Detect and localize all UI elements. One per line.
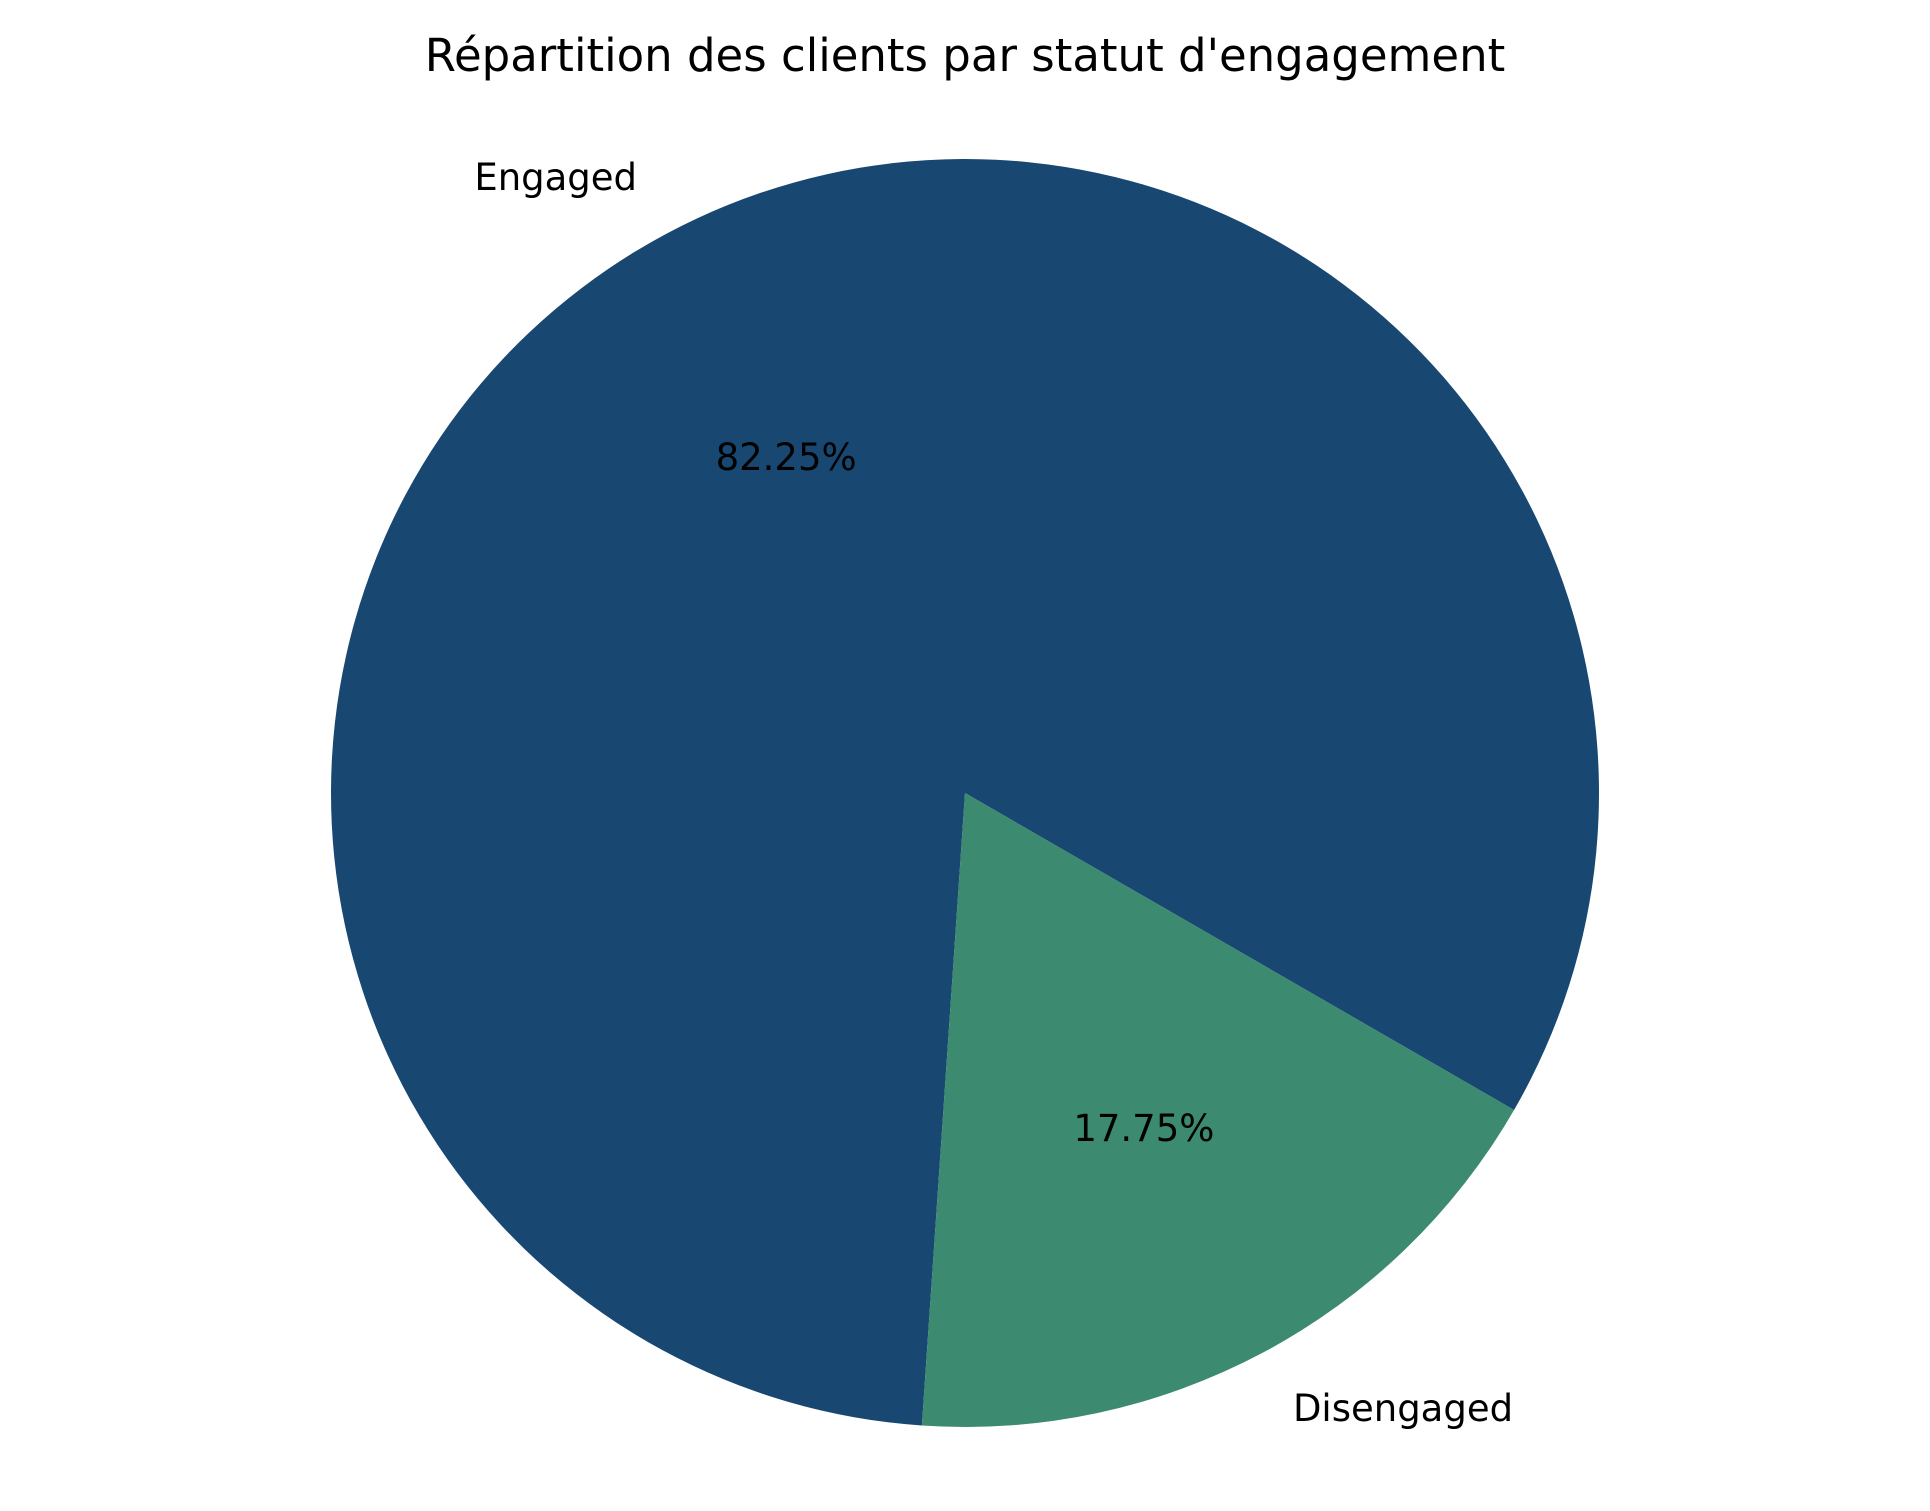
pie-labels: Engaged 82.25% Disengaged 17.75%: [474, 156, 1513, 1430]
slice-percent-engaged: 82.25%: [716, 436, 857, 479]
pie-slice-engaged: [331, 158, 1600, 1426]
pie-slice-disengaged: [921, 793, 1515, 1427]
slice-percent-disengaged: 17.75%: [1073, 1107, 1214, 1150]
slice-label-disengaged: Disengaged: [1293, 1387, 1513, 1430]
slice-label-engaged: Engaged: [474, 156, 637, 199]
chart-title: Répartition des clients par statut d'eng…: [425, 29, 1506, 82]
pie-slices: [331, 158, 1600, 1427]
